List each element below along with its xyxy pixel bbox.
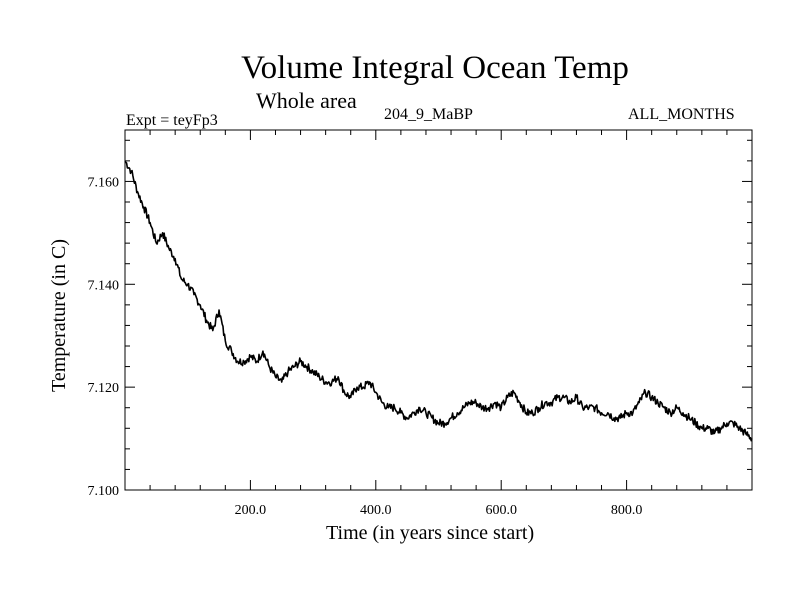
plot-frame [124,129,753,491]
axis-ticks [125,130,752,491]
x-axis-label: Time (in years since start) [326,522,535,544]
experiment-label: Expt = teyFp3 [126,112,218,129]
chart-title: Volume Integral Ocean Temp [241,50,629,86]
x-tick-label: 400.0 [360,503,392,518]
chart-subtitle: Whole area [256,88,357,113]
run-label: 204_9_MaBP [384,106,473,123]
x-tick-label: 800.0 [611,503,643,518]
y-tick-label: 7.160 [88,175,120,190]
x-tick-label: 200.0 [235,503,267,518]
x-tick-label: 600.0 [485,503,517,518]
months-label: ALL_MONTHS [628,106,735,123]
y-tick-label: 7.120 [88,381,120,396]
y-tick-label: 7.140 [88,278,120,293]
y-tick-label: 7.100 [88,484,120,499]
series-line-temperature [124,160,753,442]
axis-tick-labels: 200.0 400.0 600.0 800.0 7.100 7.120 7.140 7.160 [88,175,643,518]
